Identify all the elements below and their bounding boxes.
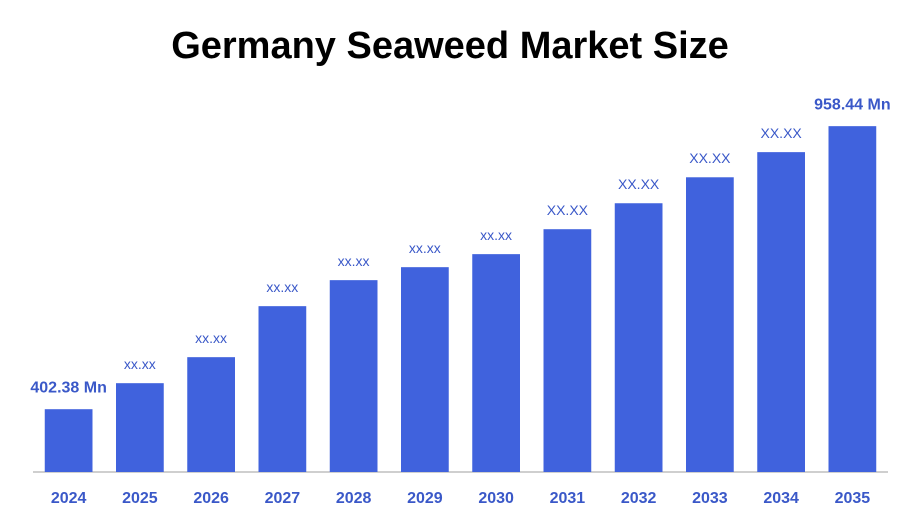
x-tick-label: 2030 xyxy=(478,490,514,507)
bar xyxy=(472,254,520,472)
bar xyxy=(329,280,378,472)
data-label: 958.44 Mn xyxy=(814,96,890,113)
x-tick-label: 2025 xyxy=(122,490,158,507)
bar xyxy=(401,267,449,472)
x-tick-label: 2029 xyxy=(407,490,443,507)
x-tick-label: 2027 xyxy=(265,490,301,507)
data-label: xx.xx xyxy=(195,330,227,346)
bar xyxy=(614,203,663,473)
bar xyxy=(44,409,93,472)
data-label: xx.xx xyxy=(266,279,298,295)
bar xyxy=(686,177,734,473)
data-label: XX.XX xyxy=(547,202,589,218)
bar xyxy=(187,357,235,472)
bar xyxy=(116,383,164,472)
data-label: xx.xx xyxy=(409,240,441,256)
bar xyxy=(258,306,307,472)
bar xyxy=(828,126,877,473)
x-tick-label: 2024 xyxy=(51,490,87,507)
data-label: XX.XX xyxy=(618,176,660,192)
data-label: xx.xx xyxy=(480,227,512,243)
bar xyxy=(543,229,592,472)
data-label: xx.xx xyxy=(338,253,370,269)
chart-title: Germany Seaweed Market Size xyxy=(171,25,729,67)
x-tick-label: 2028 xyxy=(336,490,372,507)
data-label: XX.XX xyxy=(761,125,803,141)
data-label: 402.38 Mn xyxy=(30,379,106,396)
x-tick-label: 2032 xyxy=(621,490,657,507)
data-label: XX.XX xyxy=(689,150,731,166)
x-tick-label: 2035 xyxy=(835,490,871,507)
x-tick-label: 2026 xyxy=(193,490,229,507)
x-tick-label: 2031 xyxy=(550,490,586,507)
data-label: xx.xx xyxy=(124,356,156,372)
bar xyxy=(757,152,805,472)
x-tick-label: 2033 xyxy=(692,490,728,507)
x-tick-label: 2034 xyxy=(763,490,799,507)
